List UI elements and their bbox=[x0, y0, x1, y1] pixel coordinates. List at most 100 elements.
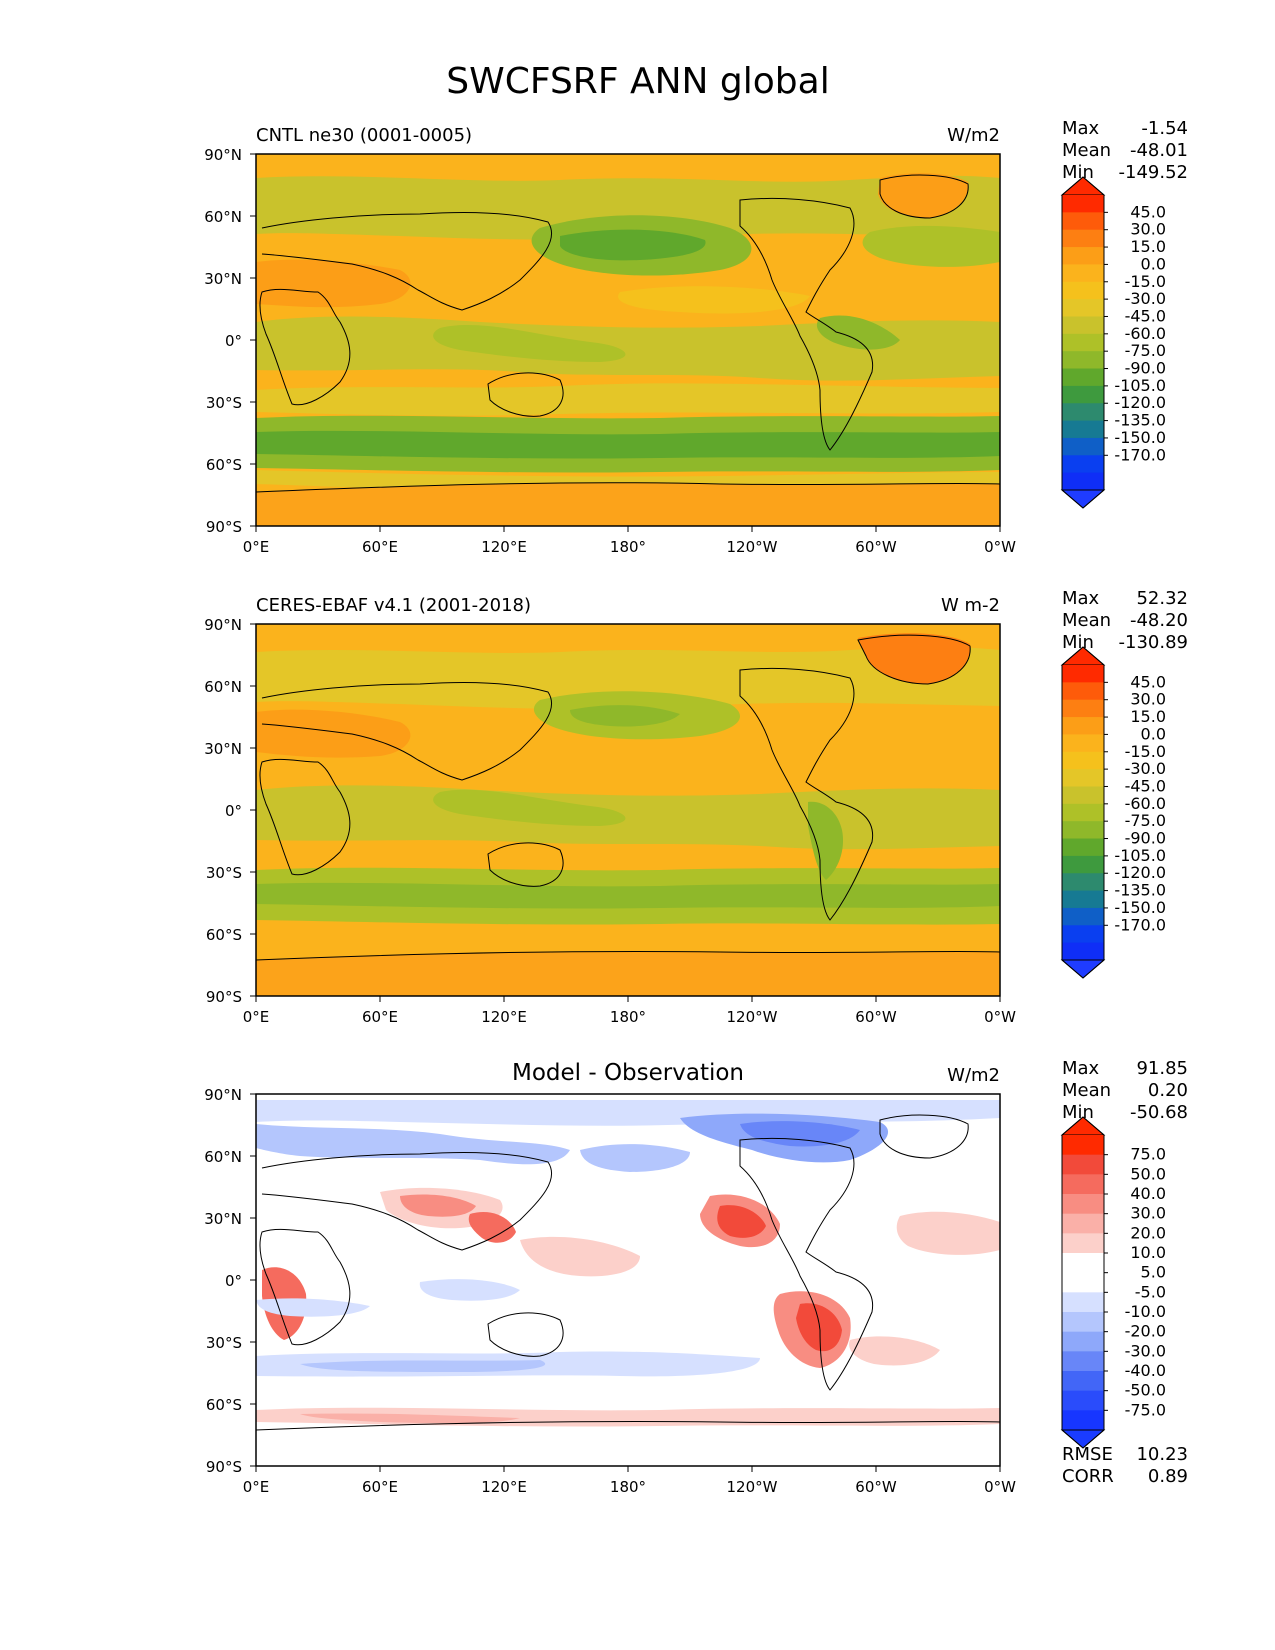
stat-value-min: -130.89 bbox=[1119, 632, 1188, 653]
lat-tick-label: 90°N bbox=[204, 1086, 242, 1104]
colorbar-tick-label: -60.0 bbox=[1125, 794, 1166, 813]
lat-ticks: 90°N 60°N 30°N 0° 30°S 60°S 90°S bbox=[204, 146, 256, 536]
colorbar-tick-label: 75.0 bbox=[1130, 1145, 1166, 1164]
colorbar-segment bbox=[1062, 1371, 1104, 1392]
lat-tick-label: 60°N bbox=[204, 678, 242, 696]
colorbar-segment bbox=[1062, 1272, 1104, 1293]
colorbar-segment bbox=[1062, 472, 1104, 491]
stat-value-corr: 0.89 bbox=[1148, 1466, 1188, 1487]
stat-label-max: Max bbox=[1062, 118, 1100, 139]
colorbar-segment bbox=[1062, 1292, 1104, 1313]
colorbar-tick-label: -15.0 bbox=[1125, 272, 1166, 291]
colorbar-segment bbox=[1062, 734, 1104, 753]
colorbar-tick-label: -120.0 bbox=[1114, 393, 1166, 412]
lon-ticks: 0°E 60°E 120°E 180° 120°W 60°W 0°W bbox=[243, 996, 1016, 1026]
colorbar-tick-label: -90.0 bbox=[1125, 829, 1166, 848]
colorbar: 45.030.015.00.0-15.0-30.0-45.0-60.0-75.0… bbox=[1060, 646, 1166, 979]
colorbar-segment bbox=[1062, 299, 1104, 317]
colorbar-segment bbox=[1062, 316, 1104, 335]
lat-tick-label: 90°N bbox=[204, 146, 242, 164]
lon-ticks: 0°E 60°E 120°E 180° 120°W 60°W 0°W bbox=[243, 1466, 1016, 1496]
colorbar-segment bbox=[1062, 1213, 1104, 1234]
colorbar-tick-label: -105.0 bbox=[1114, 376, 1166, 395]
map-field bbox=[256, 624, 1000, 996]
colorbar-tick-label: -45.0 bbox=[1125, 776, 1166, 795]
stat-label-corr: CORR bbox=[1062, 1466, 1114, 1487]
stats-block: Max Mean Min 91.85 0.20 -50.68 bbox=[1062, 1058, 1188, 1123]
lat-tick-label: 30°N bbox=[204, 740, 242, 758]
lat-ticks: 90°N 60°N 30°N 0° 30°S 60°S 90°S bbox=[204, 616, 256, 1006]
stat-value-mean: -48.01 bbox=[1130, 140, 1188, 161]
lon-tick-label: 120°W bbox=[727, 1478, 778, 1496]
lat-tick-label: 30°S bbox=[206, 864, 242, 882]
colorbar-segment bbox=[1062, 385, 1104, 404]
colorbar-outline bbox=[1061, 1116, 1105, 1449]
lon-tick-label: 120°E bbox=[481, 1478, 527, 1496]
lon-tick-label: 0°E bbox=[243, 538, 270, 556]
colorbar-segment bbox=[1062, 368, 1104, 387]
colorbar-tick-label: -40.0 bbox=[1125, 1361, 1166, 1380]
colorbar-segment bbox=[1062, 682, 1104, 701]
colorbar-tick-label: 10.0 bbox=[1130, 1243, 1166, 1262]
colorbar-segment bbox=[1062, 437, 1104, 456]
colorbar-segment bbox=[1062, 769, 1104, 787]
colorbar-tick-label: 30.0 bbox=[1130, 220, 1166, 239]
lat-tick-label: 30°S bbox=[206, 394, 242, 412]
stat-value-mean: -48.20 bbox=[1130, 610, 1188, 631]
panel-units: W/m2 bbox=[947, 1065, 1000, 1086]
colorbar-segment bbox=[1062, 264, 1104, 283]
lon-tick-label: 0°E bbox=[243, 1008, 270, 1026]
stat-label-mean: Mean bbox=[1062, 1080, 1111, 1101]
stat-value-rmse: 10.23 bbox=[1136, 1444, 1188, 1465]
stat-label-min: Min bbox=[1062, 162, 1094, 183]
colorbar-tick-label: 15.0 bbox=[1130, 707, 1166, 726]
lon-tick-label: 120°E bbox=[481, 538, 527, 556]
map-field bbox=[256, 154, 1000, 526]
stat-value-max: 91.85 bbox=[1136, 1058, 1188, 1079]
lon-tick-label: 0°E bbox=[243, 1478, 270, 1496]
colorbar-segment bbox=[1062, 455, 1104, 474]
colorbar-tick-label: 20.0 bbox=[1130, 1223, 1166, 1242]
lon-tick-label: 60°W bbox=[855, 538, 897, 556]
colorbar-segment bbox=[1062, 803, 1104, 822]
stat-label-min: Min bbox=[1062, 1102, 1094, 1123]
colorbar-tick-label: 0.0 bbox=[1141, 724, 1166, 743]
colorbar-tick-label: -45.0 bbox=[1125, 306, 1166, 325]
stat-label-mean: Mean bbox=[1062, 140, 1111, 161]
colorbar-segment bbox=[1062, 821, 1104, 840]
colorbar-tick-label: -30.0 bbox=[1125, 1341, 1166, 1360]
stat-value-min: -149.52 bbox=[1119, 162, 1188, 183]
colorbar-segment bbox=[1062, 351, 1104, 370]
lon-tick-label: 120°W bbox=[727, 538, 778, 556]
lat-tick-label: 60°S bbox=[206, 1396, 242, 1414]
colorbar-segment bbox=[1062, 925, 1104, 944]
lon-tick-label: 0°W bbox=[984, 1478, 1016, 1496]
colorbar-tick-label: -150.0 bbox=[1114, 428, 1166, 447]
colorbar-segment bbox=[1062, 855, 1104, 874]
stats-block: Max Mean Min -1.54 -48.01 -149.52 bbox=[1062, 118, 1188, 183]
colorbar-segment bbox=[1062, 229, 1104, 248]
stat-value-mean: 0.20 bbox=[1148, 1080, 1188, 1101]
stat-label-max: Max bbox=[1062, 1058, 1100, 1079]
colorbar-tick-label: -5.0 bbox=[1135, 1282, 1166, 1301]
lon-tick-label: 60°W bbox=[855, 1008, 897, 1026]
colorbar-tick-label: -150.0 bbox=[1114, 898, 1166, 917]
lat-tick-label: 60°S bbox=[206, 926, 242, 944]
colorbar-segment bbox=[1062, 942, 1104, 961]
colorbar-tick-label: 0.0 bbox=[1141, 254, 1166, 273]
colorbar-tick-label: -20.0 bbox=[1125, 1322, 1166, 1341]
colorbar-tick-label: -30.0 bbox=[1125, 759, 1166, 778]
colorbar-tick-label: 5.0 bbox=[1141, 1263, 1166, 1282]
colorbar-tick-label: -75.0 bbox=[1125, 341, 1166, 360]
lon-tick-label: 120°E bbox=[481, 1008, 527, 1026]
colorbar-tick-label: -170.0 bbox=[1114, 445, 1166, 464]
lon-ticks: 0°E 60°E 120°E 180° 120°W 60°W 0°W bbox=[243, 526, 1016, 556]
colorbar-tick-label: 45.0 bbox=[1130, 672, 1166, 691]
colorbar-segment bbox=[1062, 1135, 1104, 1156]
colorbar-segment bbox=[1062, 1194, 1104, 1215]
colorbar-segment bbox=[1062, 1331, 1104, 1352]
colorbar-tick-label: -135.0 bbox=[1114, 881, 1166, 900]
map-field bbox=[256, 1094, 1000, 1466]
extra-stats-block: RMSE CORR 10.23 0.89 bbox=[1062, 1444, 1188, 1487]
lon-tick-label: 180° bbox=[610, 1008, 646, 1026]
